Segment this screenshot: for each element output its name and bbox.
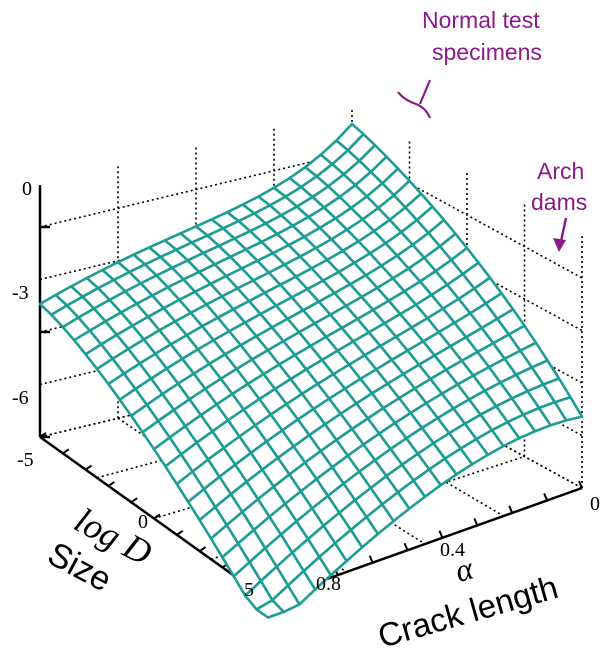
size-axis-tick <box>153 513 161 520</box>
crack-axis-tick <box>543 493 549 501</box>
crack-axis-tick <box>508 505 514 514</box>
z-tick-neg6: -6 <box>12 387 29 409</box>
crack-tick-0-8: 0.8 <box>316 573 341 595</box>
annotation-arch-dams-line2: dams <box>531 189 587 215</box>
specimens-brace <box>397 91 432 119</box>
crack-axis-tick <box>473 517 479 526</box>
size-tick-neg5: -5 <box>17 449 34 471</box>
crack-axis-tick <box>438 530 444 539</box>
crack-tick-0-4: 0.4 <box>440 539 465 561</box>
size-axis-tick <box>62 448 70 455</box>
z-tick-neg3: -3 <box>12 282 29 304</box>
arch-dams-arrowhead <box>553 238 566 252</box>
crack-axis-tick <box>368 555 374 564</box>
mesh-cell <box>255 598 286 619</box>
size-axis-tick <box>130 497 138 504</box>
size-tick-0: 0 <box>138 511 148 533</box>
crack-axis-symbol: α <box>451 549 478 589</box>
crack-axis-tick <box>403 542 409 551</box>
size-axis-tick <box>85 464 93 471</box>
size-axis-tick <box>39 432 47 438</box>
annotation-arch-dams-line1: Arch <box>537 158 584 184</box>
size-axis-tick <box>176 529 184 536</box>
annotation-normal-specimens-line1: Normal test <box>422 7 540 33</box>
size-axis-tick <box>107 481 115 487</box>
annotation-normal-specimens-line2: specimens <box>432 39 542 65</box>
size-tick-5: 5 <box>244 579 254 601</box>
z-tick-0: 0 <box>22 178 32 200</box>
annotation-marks <box>397 79 568 252</box>
specimens-pointer <box>418 79 432 105</box>
surface-mesh <box>38 122 584 619</box>
crack-axis-tick <box>578 480 583 489</box>
crack-tick-0: 0 <box>590 493 600 515</box>
size-axis-tick <box>199 546 207 552</box>
floor-gridline <box>273 380 504 517</box>
